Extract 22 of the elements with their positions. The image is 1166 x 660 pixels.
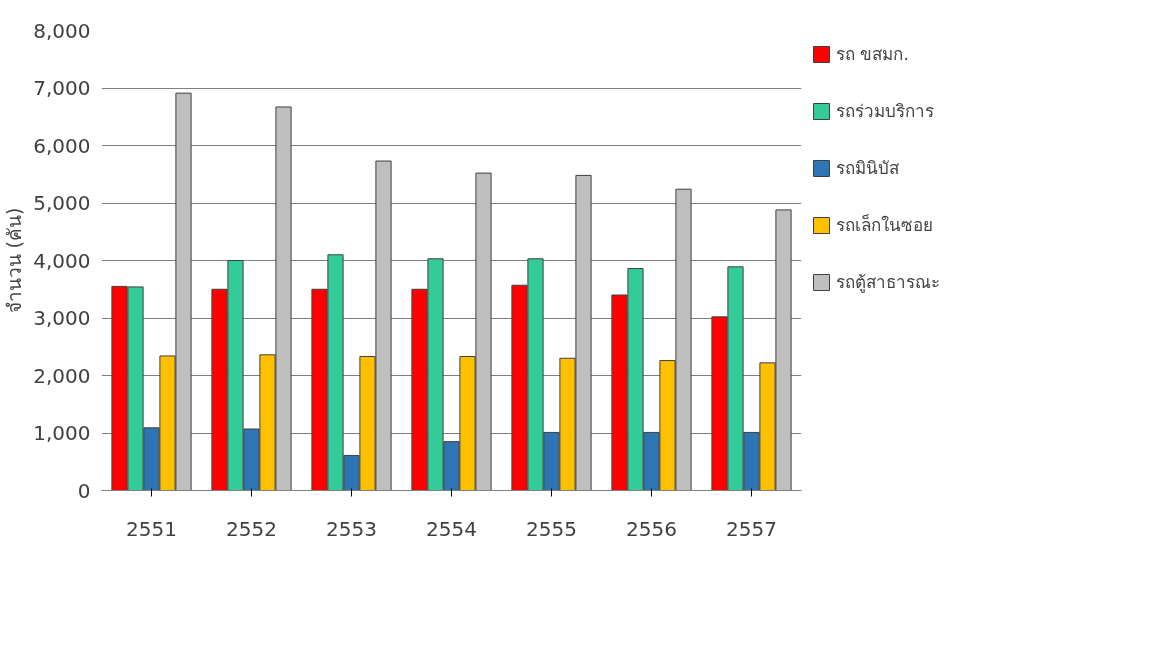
y-axis-title: จำนวน (คัน)	[3, 207, 26, 314]
y-tick-label: 1,000	[33, 421, 91, 445]
legend-label: รถ ขสมก.	[836, 43, 909, 66]
x-tick-label: 2551	[126, 516, 177, 541]
y-tick-label: 7,000	[33, 76, 91, 100]
x-tick-label: 2553	[326, 516, 377, 541]
x-tick-label: 2556	[626, 516, 677, 541]
y-tick-label: 8,000	[33, 18, 91, 43]
legend-label: รถตู้สาธารณะ	[836, 271, 940, 295]
x-tick-label: 2552	[226, 516, 277, 541]
y-tick-label: 3,000	[33, 306, 91, 330]
legend-label: รถร่วมบริการ	[836, 100, 934, 123]
legend-label: รถมินิบัส	[836, 157, 899, 180]
y-tick-label: 5,000	[33, 191, 91, 215]
x-tick-label: 2557	[726, 516, 777, 541]
x-tick-label: 2554	[426, 516, 477, 541]
y-tick-label: 0	[77, 478, 91, 503]
y-tick-label: 6,000	[33, 133, 91, 158]
x-tick-label: 2555	[526, 516, 577, 541]
legend-label: รถเล็กในซอย	[836, 213, 933, 237]
y-tick-label: 2,000	[33, 363, 91, 388]
y-tick-label: 4,000	[33, 248, 91, 273]
